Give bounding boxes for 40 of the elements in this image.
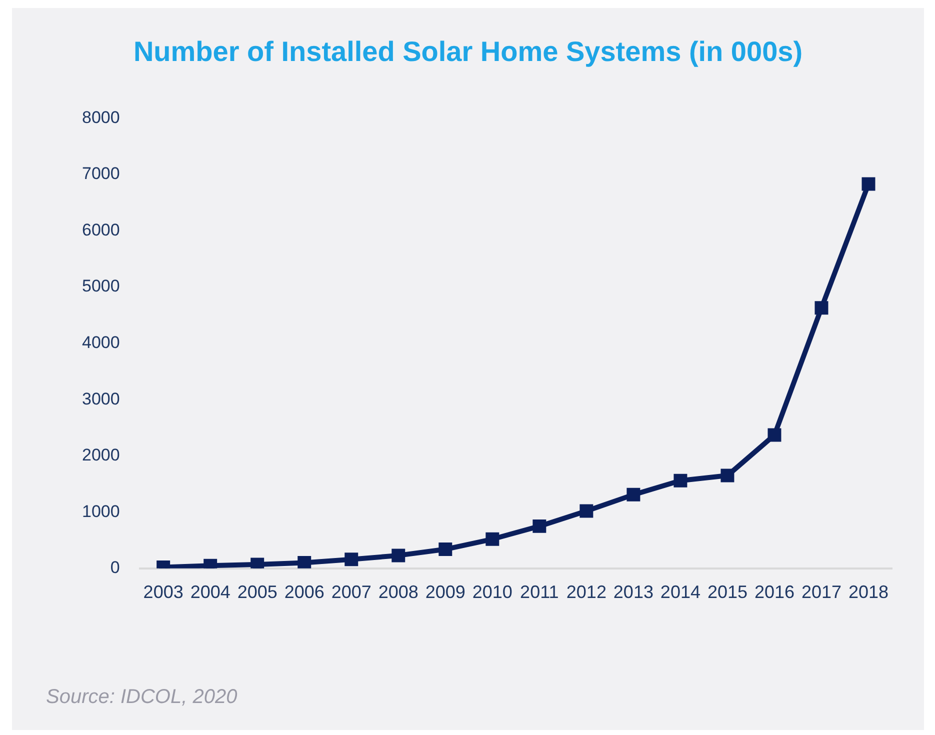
point [768, 428, 782, 442]
x-tick-label: 2011 [520, 582, 559, 602]
point [814, 301, 828, 315]
x-tick-label: 2006 [284, 582, 324, 602]
point [674, 474, 688, 488]
point [626, 488, 640, 502]
x-tick-label: 2013 [613, 582, 654, 602]
x-tick-label: 2004 [190, 582, 230, 602]
x-tick-label: 2009 [425, 582, 466, 602]
x-tick-label: 2007 [331, 582, 372, 602]
y-tick-label: 6000 [82, 220, 120, 240]
x-tick-label: 2017 [801, 582, 842, 602]
point [438, 542, 452, 556]
x-tick-label: 2015 [707, 582, 748, 602]
y-tick-label: 8000 [82, 108, 120, 127]
point [580, 504, 594, 518]
x-tick-label: 2010 [472, 582, 512, 602]
x-tick-label: 2003 [143, 582, 184, 602]
point [392, 548, 406, 562]
x-tick-label: 2012 [566, 582, 606, 602]
point [720, 468, 734, 482]
y-tick-label: 5000 [82, 276, 120, 296]
x-tick-label: 2014 [660, 582, 700, 602]
point [532, 519, 546, 533]
x-tick-label: 2005 [237, 582, 278, 602]
x-tick-label: 2018 [848, 582, 889, 602]
point [862, 177, 876, 191]
y-tick-label: 7000 [82, 164, 120, 184]
point [298, 556, 312, 568]
x-tick-label: 2016 [754, 582, 794, 602]
y-tick-label: 3000 [82, 389, 120, 408]
chart-title: Number of Installed Solar Home Systems (in 000s) [132, 36, 804, 68]
point [344, 552, 358, 566]
source-note: Source: IDCOL, 2020 [46, 686, 238, 709]
y-tick-label: 1000 [82, 502, 120, 521]
x-tick-label: 2008 [378, 582, 418, 602]
y-tick-label: 2000 [82, 446, 120, 465]
y-tick-label: 0 [110, 558, 120, 578]
y-tick-label: 4000 [82, 332, 120, 352]
point [486, 532, 500, 546]
